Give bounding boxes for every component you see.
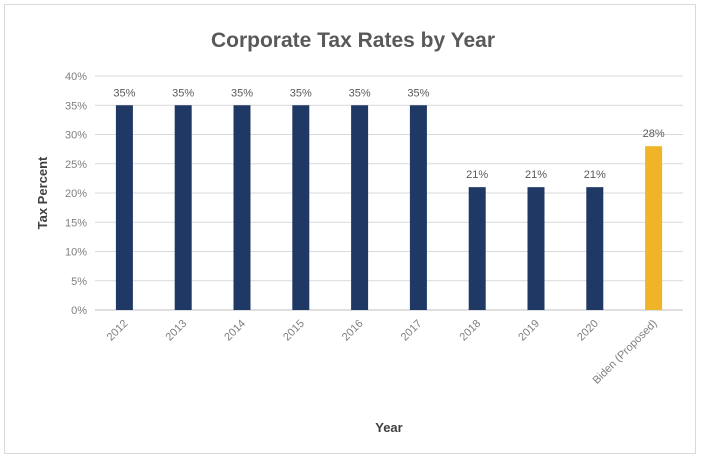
data-label: 28% — [643, 128, 665, 140]
bar — [409, 105, 427, 310]
y-tick-label: 35% — [65, 100, 87, 112]
data-label: 35% — [349, 87, 371, 99]
y-tick-label: 10% — [65, 247, 87, 259]
y-tick-label: 30% — [65, 130, 87, 142]
y-tick-label: 20% — [65, 188, 87, 200]
data-label: 21% — [525, 169, 547, 181]
y-tick-label: 0% — [71, 305, 87, 317]
chart-frame: Corporate Tax Rates by Year 0% 5% 10% 15% 20… — [4, 4, 696, 454]
data-labels: 35% 35% 35% 35% 35% 35% 21% 21% 21% 28% — [113, 87, 664, 181]
y-tick-label: 15% — [65, 217, 87, 229]
bar — [645, 146, 663, 310]
x-tick-label: 2016 — [340, 318, 366, 344]
x-tick-label: 2019 — [516, 318, 542, 344]
x-axis-ticks: 2012 2013 2014 2015 2016 2017 2018 2019 2020Bide… — [105, 318, 660, 387]
data-label: 35% — [407, 87, 429, 99]
x-tick-label: 2015 — [281, 318, 307, 344]
y-tick-label: 40% — [65, 71, 87, 83]
gridlines — [95, 75, 683, 311]
chart-title: Corporate Tax Rates by Year — [211, 29, 495, 52]
data-label: 35% — [231, 87, 253, 99]
y-tick-label: 5% — [71, 276, 87, 288]
data-label: 35% — [290, 87, 312, 99]
bar-chart: Corporate Tax Rates by Year 0% 5% 10% 15% 20… — [35, 29, 683, 435]
x-axis-title: Year — [375, 420, 402, 435]
bar — [233, 105, 251, 310]
y-axis-ticks: 0% 5% 10% 15% 20% 25% 30% 35% 40% — [65, 71, 87, 317]
bar — [351, 105, 369, 310]
y-axis-title: Tax Percent — [35, 156, 50, 229]
bar — [292, 105, 310, 310]
data-label: 35% — [172, 87, 194, 99]
data-label: 35% — [113, 87, 135, 99]
data-label: 21% — [466, 169, 488, 181]
bar — [527, 187, 545, 310]
x-tick-label: 2018 — [458, 318, 484, 344]
x-tick-label: 2012 — [105, 318, 131, 344]
y-tick-label: 25% — [65, 159, 87, 171]
x-tick-label: 2020 — [575, 318, 601, 344]
x-tick-label: 2017 — [399, 318, 425, 344]
x-tick-label: Biden (Proposed) — [591, 318, 660, 387]
bar — [468, 187, 486, 310]
data-label: 21% — [584, 169, 606, 181]
x-tick-label: 2014 — [222, 318, 248, 344]
bar — [115, 105, 133, 310]
x-tick-label: 2013 — [164, 318, 190, 344]
bar — [174, 105, 192, 310]
bar — [586, 187, 604, 310]
bars — [115, 105, 663, 310]
